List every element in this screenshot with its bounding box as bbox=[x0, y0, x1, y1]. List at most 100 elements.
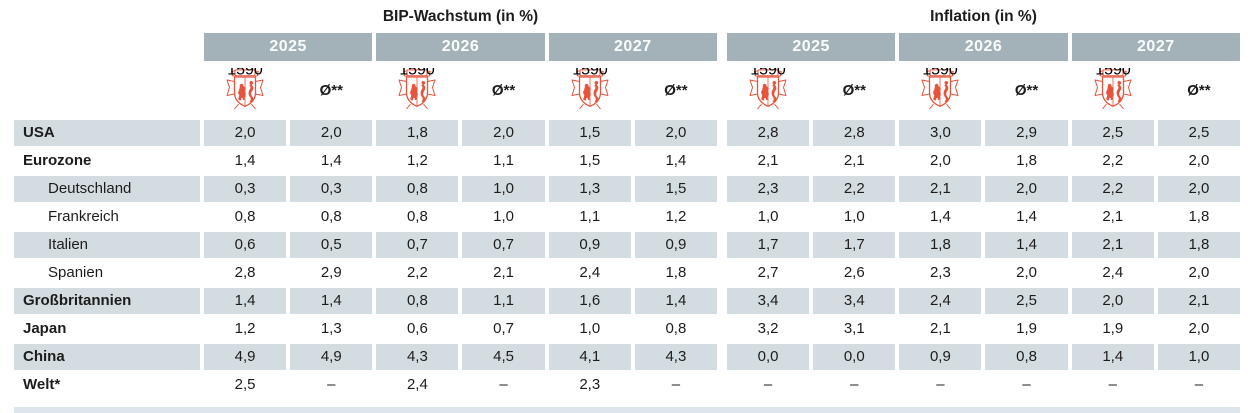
value-cell: 0,6 bbox=[406, 320, 428, 337]
table-row: Spanien 2,8 2,9 2,2 2,1 2,4 1,8 2,7 2,6 … bbox=[14, 260, 1240, 286]
year-cell-inf-2025: 2025 bbox=[726, 33, 896, 61]
value-cell: 1,7 bbox=[726, 232, 810, 258]
value-cell: 0,5 bbox=[290, 232, 373, 258]
value-cell: – bbox=[1108, 376, 1117, 393]
value-cell: 1,2 bbox=[665, 208, 687, 225]
row-label: Eurozone bbox=[23, 152, 92, 169]
value-cell: 1,0 bbox=[493, 208, 514, 225]
value-cell: 4,3 bbox=[634, 344, 717, 370]
forecast-table: BIP-Wachstum (in %) Inflation (in %) 202… bbox=[14, 8, 1240, 398]
value-cell: 2,5 bbox=[234, 376, 256, 393]
row-label: Japan bbox=[23, 320, 67, 337]
value-cell: 2,0 bbox=[1157, 176, 1240, 202]
value-cell: 2,8 bbox=[726, 120, 810, 146]
value-cell: 1,4 bbox=[929, 208, 951, 225]
value-cell: 2,4 bbox=[1102, 264, 1124, 281]
value-cell: 2,1 bbox=[929, 320, 951, 337]
value-cell: 0,8 bbox=[320, 208, 342, 225]
value-cell: 0,9 bbox=[899, 344, 982, 370]
berenberg-crest-icon bbox=[1072, 64, 1154, 117]
table-row: Frankreich 0,8 0,8 0,8 1,0 1,1 1,2 1,0 1… bbox=[14, 204, 1240, 230]
value-cell: 2,1 bbox=[493, 264, 514, 281]
value-cell: 2,8 bbox=[234, 264, 256, 281]
value-cell: 1,5 bbox=[634, 176, 717, 202]
value-cell: 1,2 bbox=[234, 320, 256, 337]
group-gap bbox=[721, 148, 723, 174]
value-cell: 1,4 bbox=[320, 152, 342, 169]
year-header-row: 2025 2026 2027 2025 2026 2027 bbox=[14, 33, 1240, 61]
value-cell: 3,4 bbox=[726, 288, 810, 314]
value-cell: 3,4 bbox=[813, 288, 896, 314]
value-cell: 1,9 bbox=[1016, 320, 1037, 337]
value-cell: 2,0 bbox=[1188, 152, 1210, 169]
value-cell: 3,1 bbox=[843, 320, 865, 337]
value-cell: – bbox=[850, 376, 859, 393]
row-label: Großbritannien bbox=[14, 288, 200, 314]
value-cell: 2,3 bbox=[726, 176, 810, 202]
berenberg-crest-icon bbox=[727, 64, 809, 117]
table-row: Italien 0,6 0,5 0,7 0,7 0,9 0,9 1,7 1,7 … bbox=[14, 232, 1240, 258]
value-cell: 1,0 bbox=[579, 320, 601, 337]
value-cell: 2,0 bbox=[290, 120, 373, 146]
table-body: USA 2,0 2,0 1,8 2,0 1,5 2,0 2,8 2,8 3,0 … bbox=[14, 120, 1240, 398]
value-cell: 2,5 bbox=[1157, 120, 1240, 146]
value-cell: 2,5 bbox=[985, 288, 1068, 314]
value-cell: 0,7 bbox=[493, 320, 514, 337]
value-cell: 1,1 bbox=[493, 152, 514, 169]
berenberg-crest-icon bbox=[204, 64, 286, 117]
year-cell-inf-2026: 2026 bbox=[899, 33, 1068, 61]
value-cell: 2,0 bbox=[985, 176, 1068, 202]
value-cell: 0,7 bbox=[376, 232, 459, 258]
group-gap bbox=[721, 204, 723, 230]
value-cell: 2,9 bbox=[320, 264, 342, 281]
value-cell: 2,0 bbox=[929, 152, 951, 169]
consensus-average-label: Ø** bbox=[842, 82, 866, 99]
value-cell: – bbox=[671, 376, 681, 393]
value-cell: 2,0 bbox=[1071, 288, 1154, 314]
value-cell: 2,3 bbox=[929, 264, 951, 281]
value-cell: 1,8 bbox=[899, 232, 982, 258]
value-cell: 0,8 bbox=[985, 344, 1068, 370]
value-cell: 2,1 bbox=[1157, 288, 1240, 314]
value-cell: 1,3 bbox=[320, 320, 342, 337]
table-row: Eurozone 1,4 1,4 1,2 1,1 1,5 1,4 2,1 2,1… bbox=[14, 148, 1240, 174]
value-cell: 2,4 bbox=[406, 376, 428, 393]
row-label: Welt* bbox=[23, 376, 61, 393]
value-cell: 1,8 bbox=[1157, 232, 1240, 258]
bottom-rule bbox=[14, 407, 1240, 413]
table-row: China 4,9 4,9 4,3 4,5 4,1 4,3 0,0 0,0 0,… bbox=[14, 344, 1240, 370]
value-cell: – bbox=[1022, 376, 1031, 393]
row-label: Spanien bbox=[48, 264, 104, 281]
value-cell: 1,0 bbox=[1157, 344, 1240, 370]
value-cell: 4,9 bbox=[204, 344, 287, 370]
value-cell: 1,5 bbox=[579, 152, 601, 169]
group-gap bbox=[721, 316, 723, 342]
berenberg-crest-icon bbox=[376, 64, 458, 117]
berenberg-crest-icon bbox=[899, 64, 981, 117]
value-cell: 2,1 bbox=[757, 152, 779, 169]
value-cell: 0,8 bbox=[234, 208, 256, 225]
group-gap bbox=[721, 232, 723, 258]
value-cell: – bbox=[327, 376, 336, 393]
value-cell: – bbox=[1194, 376, 1204, 393]
value-cell: 2,1 bbox=[1071, 232, 1154, 258]
value-cell: 2,2 bbox=[1071, 176, 1154, 202]
group-gap bbox=[721, 120, 723, 146]
value-cell: 1,8 bbox=[665, 264, 687, 281]
value-cell: 1,4 bbox=[290, 288, 373, 314]
group-gap bbox=[721, 260, 723, 286]
value-cell: 1,4 bbox=[985, 232, 1068, 258]
value-cell: 1,8 bbox=[1016, 152, 1037, 169]
table-row: USA 2,0 2,0 1,8 2,0 1,5 2,0 2,8 2,8 3,0 … bbox=[14, 120, 1240, 146]
row-label: USA bbox=[14, 120, 200, 146]
value-cell: 2,9 bbox=[985, 120, 1068, 146]
value-cell: 1,8 bbox=[1188, 208, 1210, 225]
value-cell: 1,2 bbox=[406, 152, 428, 169]
value-cell: 0,8 bbox=[665, 320, 687, 337]
value-cell: 2,1 bbox=[843, 152, 865, 169]
value-cell: 1,8 bbox=[376, 120, 459, 146]
value-cell: 2,2 bbox=[1102, 152, 1124, 169]
group-gap bbox=[721, 344, 723, 370]
value-cell: 1,0 bbox=[843, 208, 865, 225]
table-row: Großbritannien 1,4 1,4 0,8 1,1 1,6 1,4 3… bbox=[14, 288, 1240, 314]
